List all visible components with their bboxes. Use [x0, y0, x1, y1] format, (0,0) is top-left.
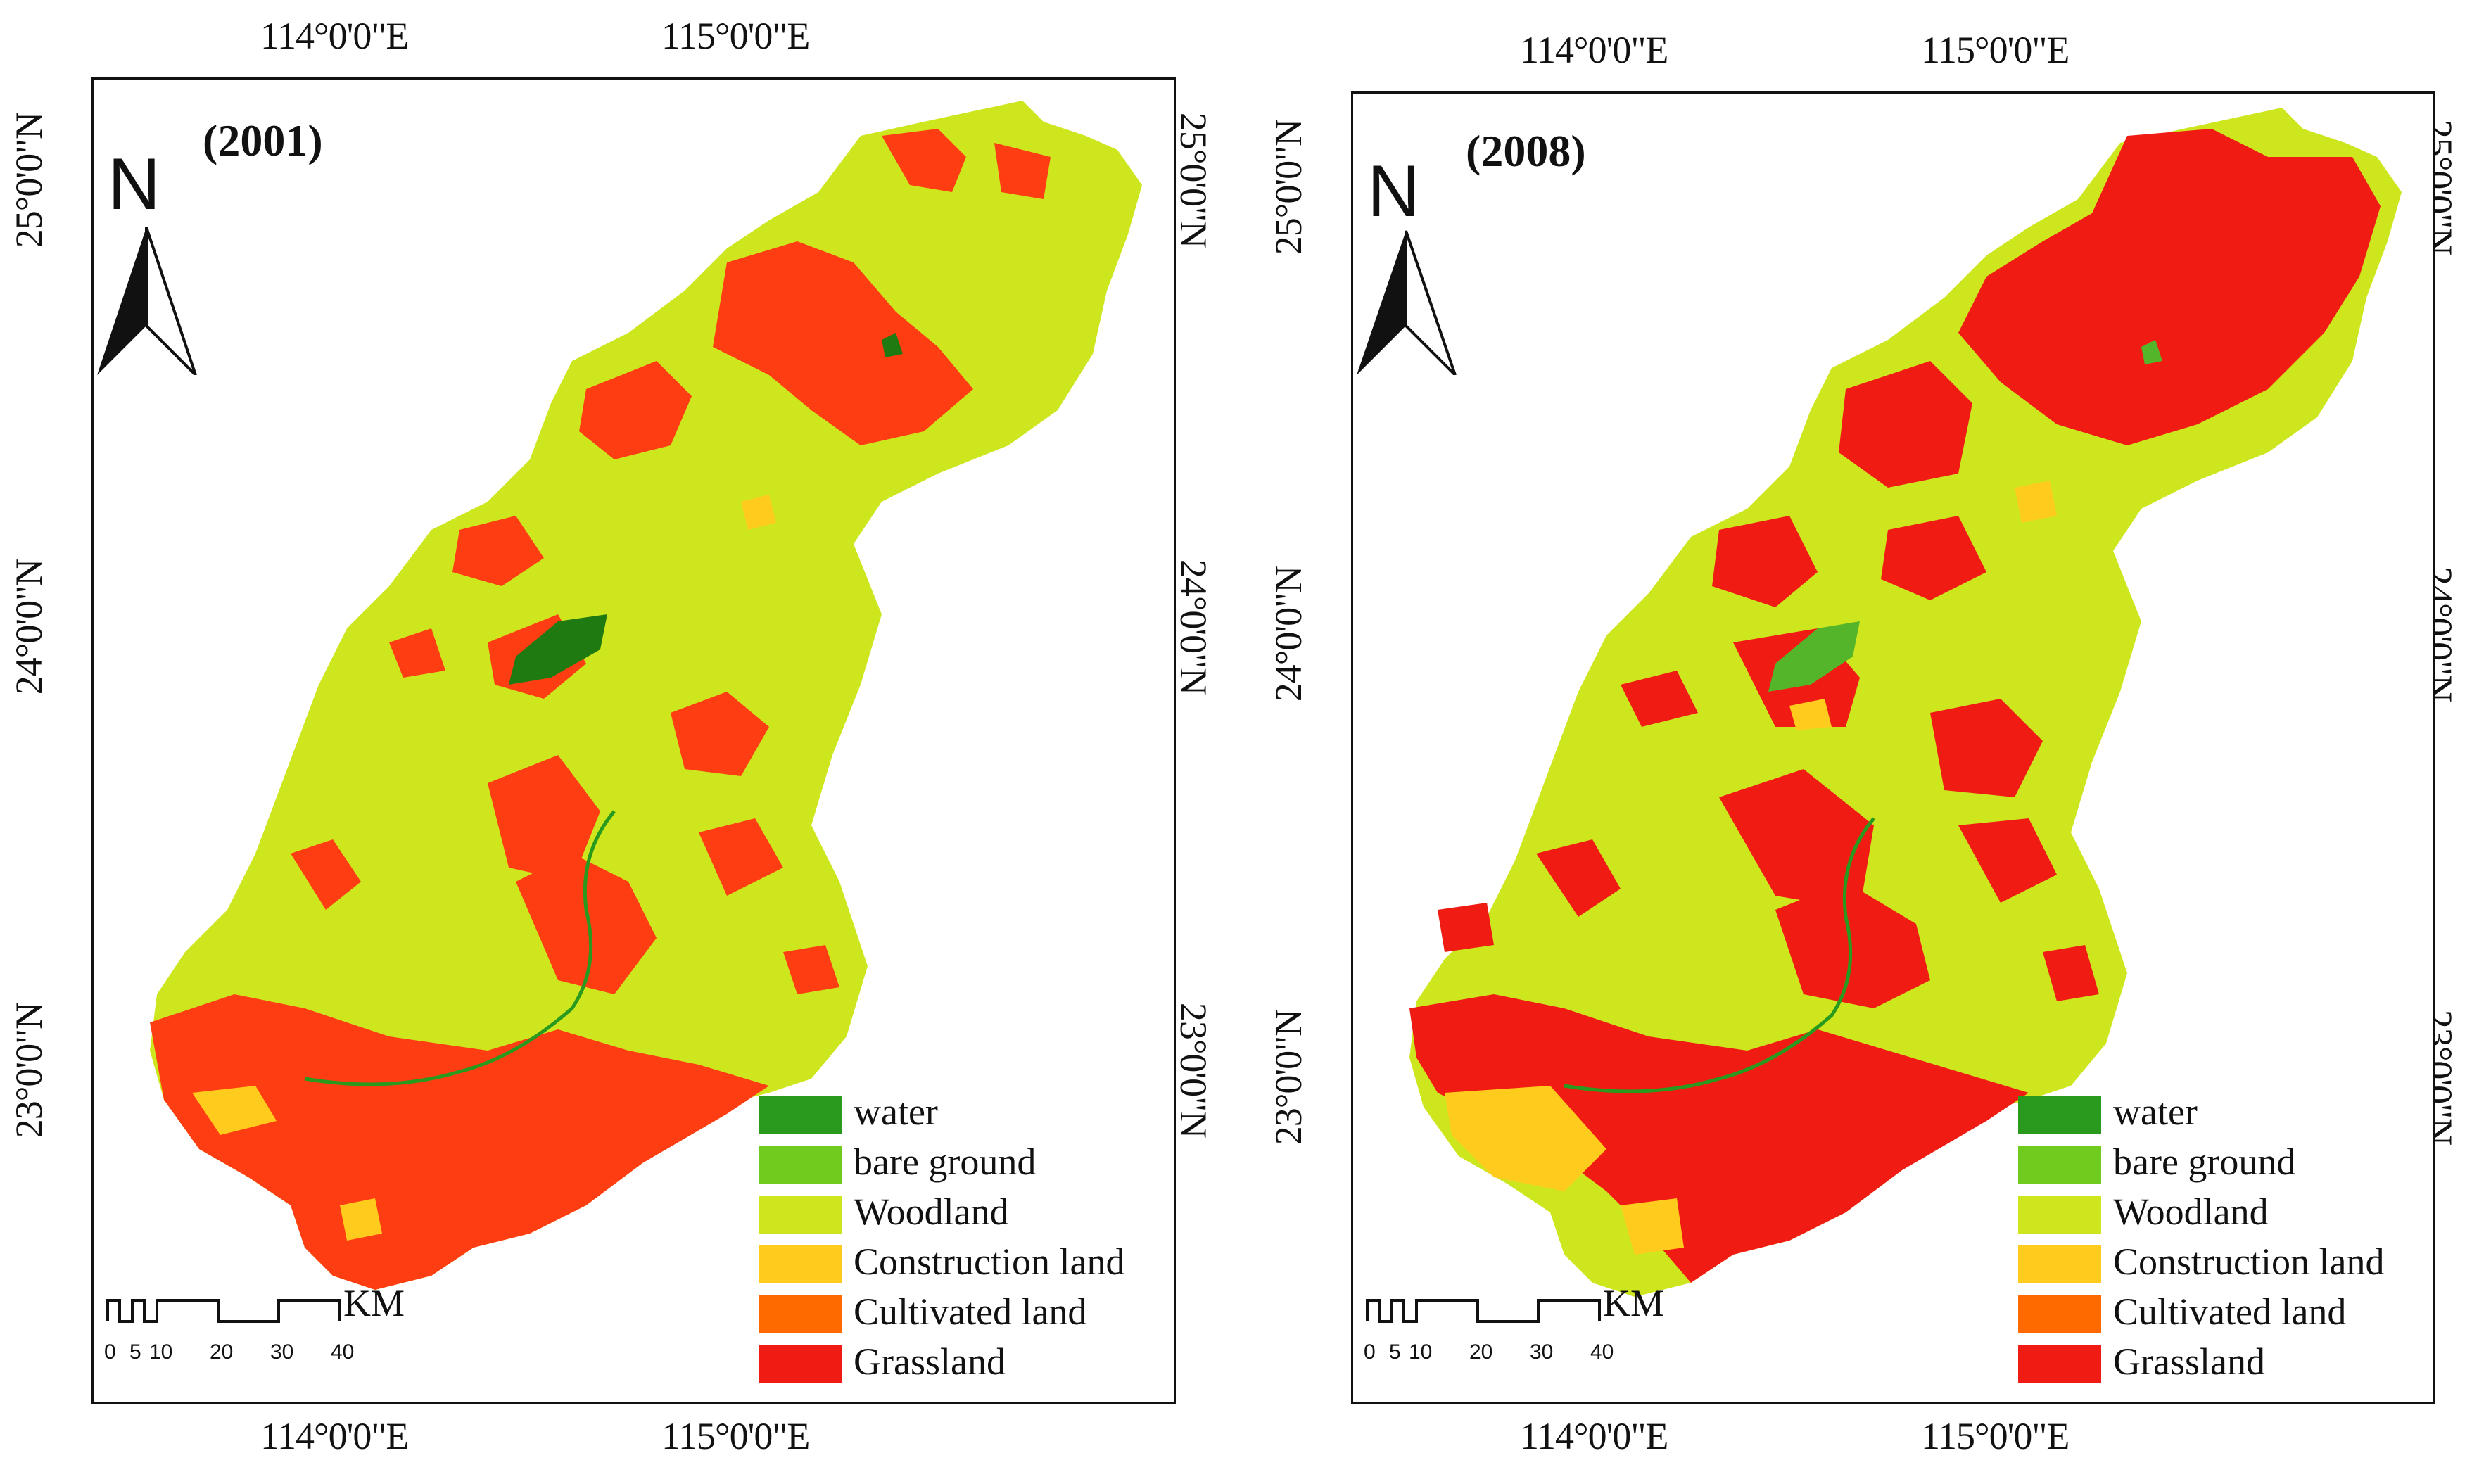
land-use-map-2008 — [1409, 108, 2402, 1297]
bottom-lon-label-114: 114°0'0"E — [260, 1415, 409, 1457]
legend-label: Grassland — [2113, 1340, 2265, 1383]
legend-label: Grassland — [854, 1340, 1006, 1383]
left-lat-label-23: 23°0'0"N — [8, 1002, 51, 1139]
construction-land-patches — [192, 495, 776, 1241]
right-lat-label-23: 23°0'0"N — [1172, 1002, 1215, 1139]
legend: water bare ground Woodland Construction … — [2018, 1091, 2412, 1383]
scale-tick: 5 — [1389, 1340, 1401, 1364]
scale-tick: 10 — [1409, 1340, 1433, 1364]
legend-swatch-water — [759, 1096, 842, 1134]
scale-tick: 40 — [1590, 1340, 1614, 1364]
water-patches — [1768, 340, 2162, 692]
top-lon-label-115: 115°0'0"E — [661, 15, 810, 57]
map-panel-2008: 114°0'0"E 115°0'0"E 25°0'0"N 24°0'0"N 23… — [1246, 0, 2491, 1484]
map-frame: (2001) N KM 0 5 10 20 30 40 water — [91, 77, 1176, 1404]
map-frame: (2008) N KM 0 5 10 20 30 40 water — [1351, 91, 2435, 1404]
legend-label: Construction land — [2113, 1241, 2385, 1283]
right-lat-label-24: 24°0'0"N — [1172, 559, 1215, 695]
legend-swatch-cultivated-land — [2018, 1295, 2101, 1333]
river-line — [304, 810, 616, 1086]
year-label: (2008) — [1466, 126, 1586, 176]
water-patches — [509, 333, 903, 685]
legend-label: Cultivated land — [854, 1290, 1087, 1333]
land-use-map-2001 — [150, 101, 1142, 1290]
scale-tick: 30 — [1530, 1340, 1554, 1364]
scale-tick: 0 — [104, 1340, 116, 1364]
scale-tick: 0 — [1364, 1340, 1376, 1364]
bottom-lon-label-115: 115°0'0"E — [661, 1415, 810, 1457]
construction-land-patches — [1445, 481, 2057, 1255]
legend-label: water — [2113, 1091, 2198, 1133]
scale-unit: KM — [343, 1282, 405, 1324]
grassland-cultivated-patches — [150, 129, 1051, 1290]
legend-swatch-construction-land — [2018, 1245, 2101, 1283]
scale-tick: 5 — [129, 1340, 141, 1364]
scale-bar-icon — [1366, 1299, 1601, 1323]
legend-swatch-construction-land — [759, 1245, 842, 1283]
grassland-patches — [1409, 129, 2381, 1283]
river-line — [1564, 817, 1875, 1093]
left-lat-label-24: 24°0'0"N — [8, 559, 51, 695]
north-arrow: N — [94, 143, 199, 375]
left-lat-label-25: 25°0'0"N — [1267, 119, 1310, 255]
scale-tick: 30 — [270, 1340, 294, 1364]
legend-label: Construction land — [854, 1241, 1125, 1283]
year-label: (2001) — [203, 115, 323, 165]
scale-tick: 20 — [1469, 1340, 1493, 1364]
north-arrow-letter: N — [1367, 151, 1421, 232]
scale-tick: 10 — [149, 1340, 173, 1364]
scale-tick: 40 — [331, 1340, 355, 1364]
legend-swatch-water — [2018, 1096, 2101, 1134]
north-arrow-icon — [1357, 230, 1457, 375]
legend-label: Cultivated land — [2113, 1290, 2347, 1333]
top-lon-label-114: 114°0'0"E — [260, 15, 409, 57]
scale-unit: KM — [1603, 1282, 1665, 1324]
left-lat-label-24: 24°0'0"N — [1267, 566, 1310, 702]
bottom-lon-label-114: 114°0'0"E — [1520, 1415, 1668, 1457]
north-arrow-letter: N — [108, 144, 161, 225]
top-lon-label-114: 114°0'0"E — [1520, 29, 1668, 71]
north-arrow: N — [1353, 150, 1459, 375]
legend-swatch-grassland — [2018, 1345, 2101, 1383]
legend: water bare ground Woodland Construction … — [759, 1091, 1153, 1383]
legend-label: water — [854, 1091, 938, 1133]
legend-swatch-cultivated-land — [759, 1295, 842, 1333]
legend-swatch-bare-ground — [759, 1146, 842, 1184]
legend-label: Woodland — [2113, 1191, 2269, 1233]
scale-tick: 20 — [210, 1340, 234, 1364]
legend-swatch-bare-ground — [2018, 1146, 2101, 1184]
legend-label: bare ground — [2113, 1141, 2296, 1183]
legend-swatch-woodland — [2018, 1196, 2101, 1234]
scale-bar-icon — [106, 1299, 341, 1323]
left-lat-label-25: 25°0'0"N — [8, 112, 51, 248]
legend-label: Woodland — [854, 1191, 1009, 1233]
legend-swatch-woodland — [759, 1196, 842, 1234]
left-lat-label-23: 23°0'0"N — [1267, 1009, 1310, 1146]
right-lat-label-25: 25°0'0"N — [1172, 112, 1215, 248]
bottom-lon-label-115: 115°0'0"E — [1921, 1415, 2070, 1457]
legend-swatch-grassland — [759, 1345, 842, 1383]
top-lon-label-115: 115°0'0"E — [1921, 29, 2070, 71]
legend-label: bare ground — [854, 1141, 1037, 1183]
north-arrow-icon — [97, 227, 197, 375]
map-panel-2001: 114°0'0"E 115°0'0"E 25°0'0"N 24°0'0"N 23… — [8, 15, 1215, 1457]
